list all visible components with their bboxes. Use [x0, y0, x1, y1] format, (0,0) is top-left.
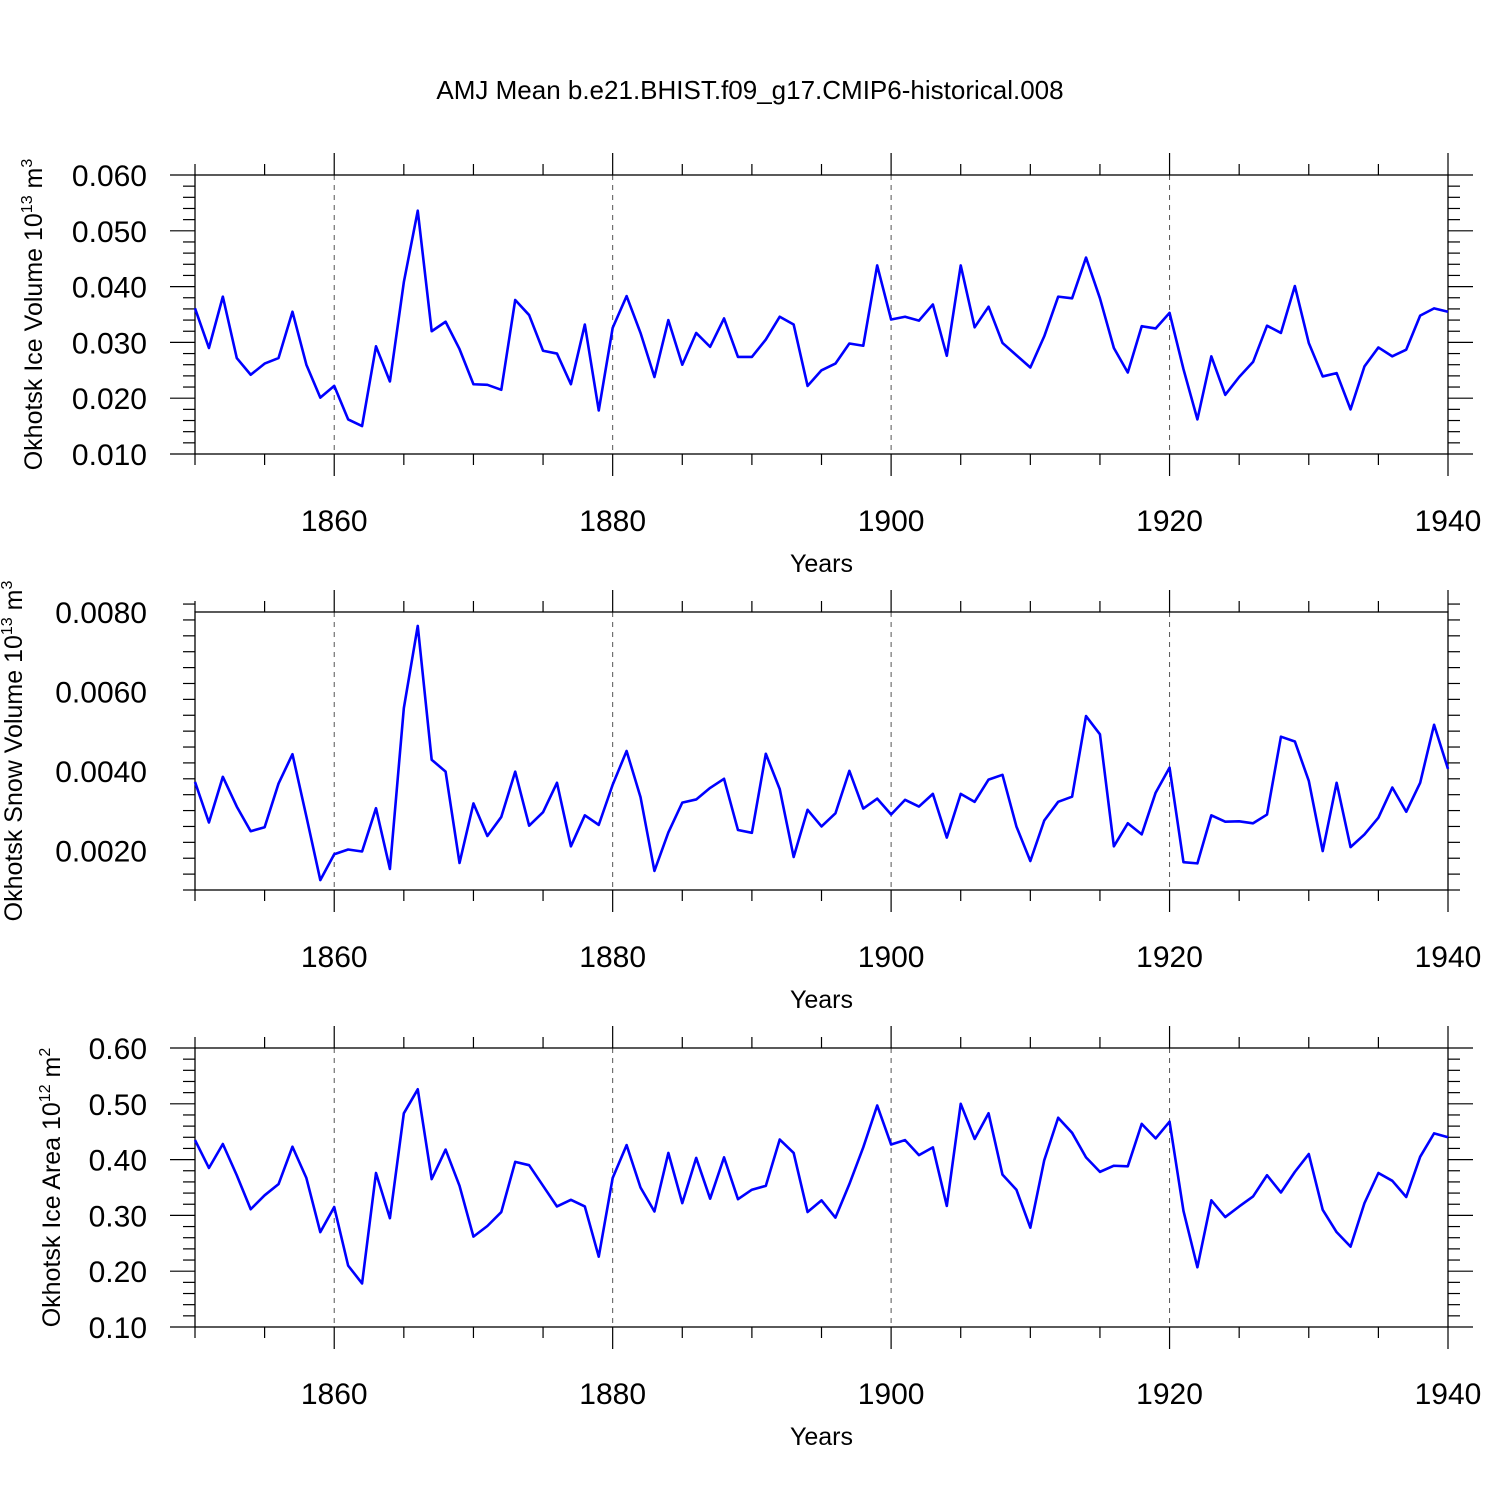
- y-tick-label: 0.30: [89, 1200, 147, 1233]
- y-axis-label-exponent: 13: [0, 617, 16, 635]
- y-axis-label-main: Okhotsk Snow Volume 10: [0, 635, 28, 921]
- y-tick-label: 0.040: [72, 272, 147, 305]
- y-axis-label-exponent: 13: [19, 195, 36, 213]
- x-tick-label: 1920: [1136, 941, 1203, 974]
- x-tick-label: 1860: [301, 1378, 368, 1411]
- y-tick-label: 0.0080: [55, 597, 147, 630]
- y-tick-label: 0.20: [89, 1256, 147, 1289]
- y-tick-label: 0.0040: [55, 756, 147, 789]
- y-axis-label-unit-exponent: 3: [0, 581, 16, 590]
- x-tick-label: 1920: [1136, 1378, 1203, 1411]
- x-axis-label: Years: [790, 1423, 853, 1451]
- y-tick-label: 0.50: [89, 1089, 147, 1122]
- x-tick-label: 1880: [579, 1378, 646, 1411]
- y-axis-label-exponent: 12: [37, 1084, 54, 1102]
- x-tick-label: 1920: [1136, 505, 1203, 538]
- y-tick-label: 0.060: [72, 160, 147, 193]
- x-tick-label: 1860: [301, 941, 368, 974]
- y-tick-label: 0.60: [89, 1033, 147, 1066]
- x-tick-label: 1900: [858, 1378, 925, 1411]
- y-axis-label-unit-exponent: 2: [37, 1048, 54, 1057]
- x-tick-label: 1940: [1415, 1378, 1482, 1411]
- y-tick-label: 0.030: [72, 327, 147, 360]
- figure-title: AMJ Mean b.e21.BHIST.f09_g17.CMIP6-histo…: [436, 75, 1063, 105]
- y-tick-label: 0.0060: [55, 676, 147, 709]
- y-axis-label-unit-exponent: 3: [19, 159, 36, 168]
- x-tick-label: 1940: [1415, 505, 1482, 538]
- x-tick-label: 1860: [301, 505, 368, 538]
- y-tick-label: 0.0020: [55, 835, 147, 868]
- y-axis-label-unit: m: [0, 590, 28, 618]
- x-tick-label: 1900: [858, 505, 925, 538]
- x-tick-label: 1900: [858, 941, 925, 974]
- x-axis-label: Years: [790, 550, 853, 578]
- y-tick-label: 0.10: [89, 1312, 147, 1345]
- y-tick-label: 0.010: [72, 439, 147, 472]
- y-axis-label-main: Okhotsk Ice Volume 10: [20, 213, 48, 470]
- x-axis-label: Years: [790, 986, 853, 1014]
- y-axis-label-unit: m: [20, 168, 48, 196]
- y-axis-label-main: Okhotsk Ice Area 10: [38, 1102, 66, 1327]
- x-tick-label: 1880: [579, 941, 646, 974]
- y-tick-label: 0.40: [89, 1145, 147, 1178]
- y-tick-label: 0.050: [72, 216, 147, 249]
- x-tick-label: 1880: [579, 505, 646, 538]
- y-tick-label: 0.020: [72, 383, 147, 416]
- y-axis-label-unit: m: [38, 1057, 66, 1085]
- x-tick-label: 1940: [1415, 941, 1482, 974]
